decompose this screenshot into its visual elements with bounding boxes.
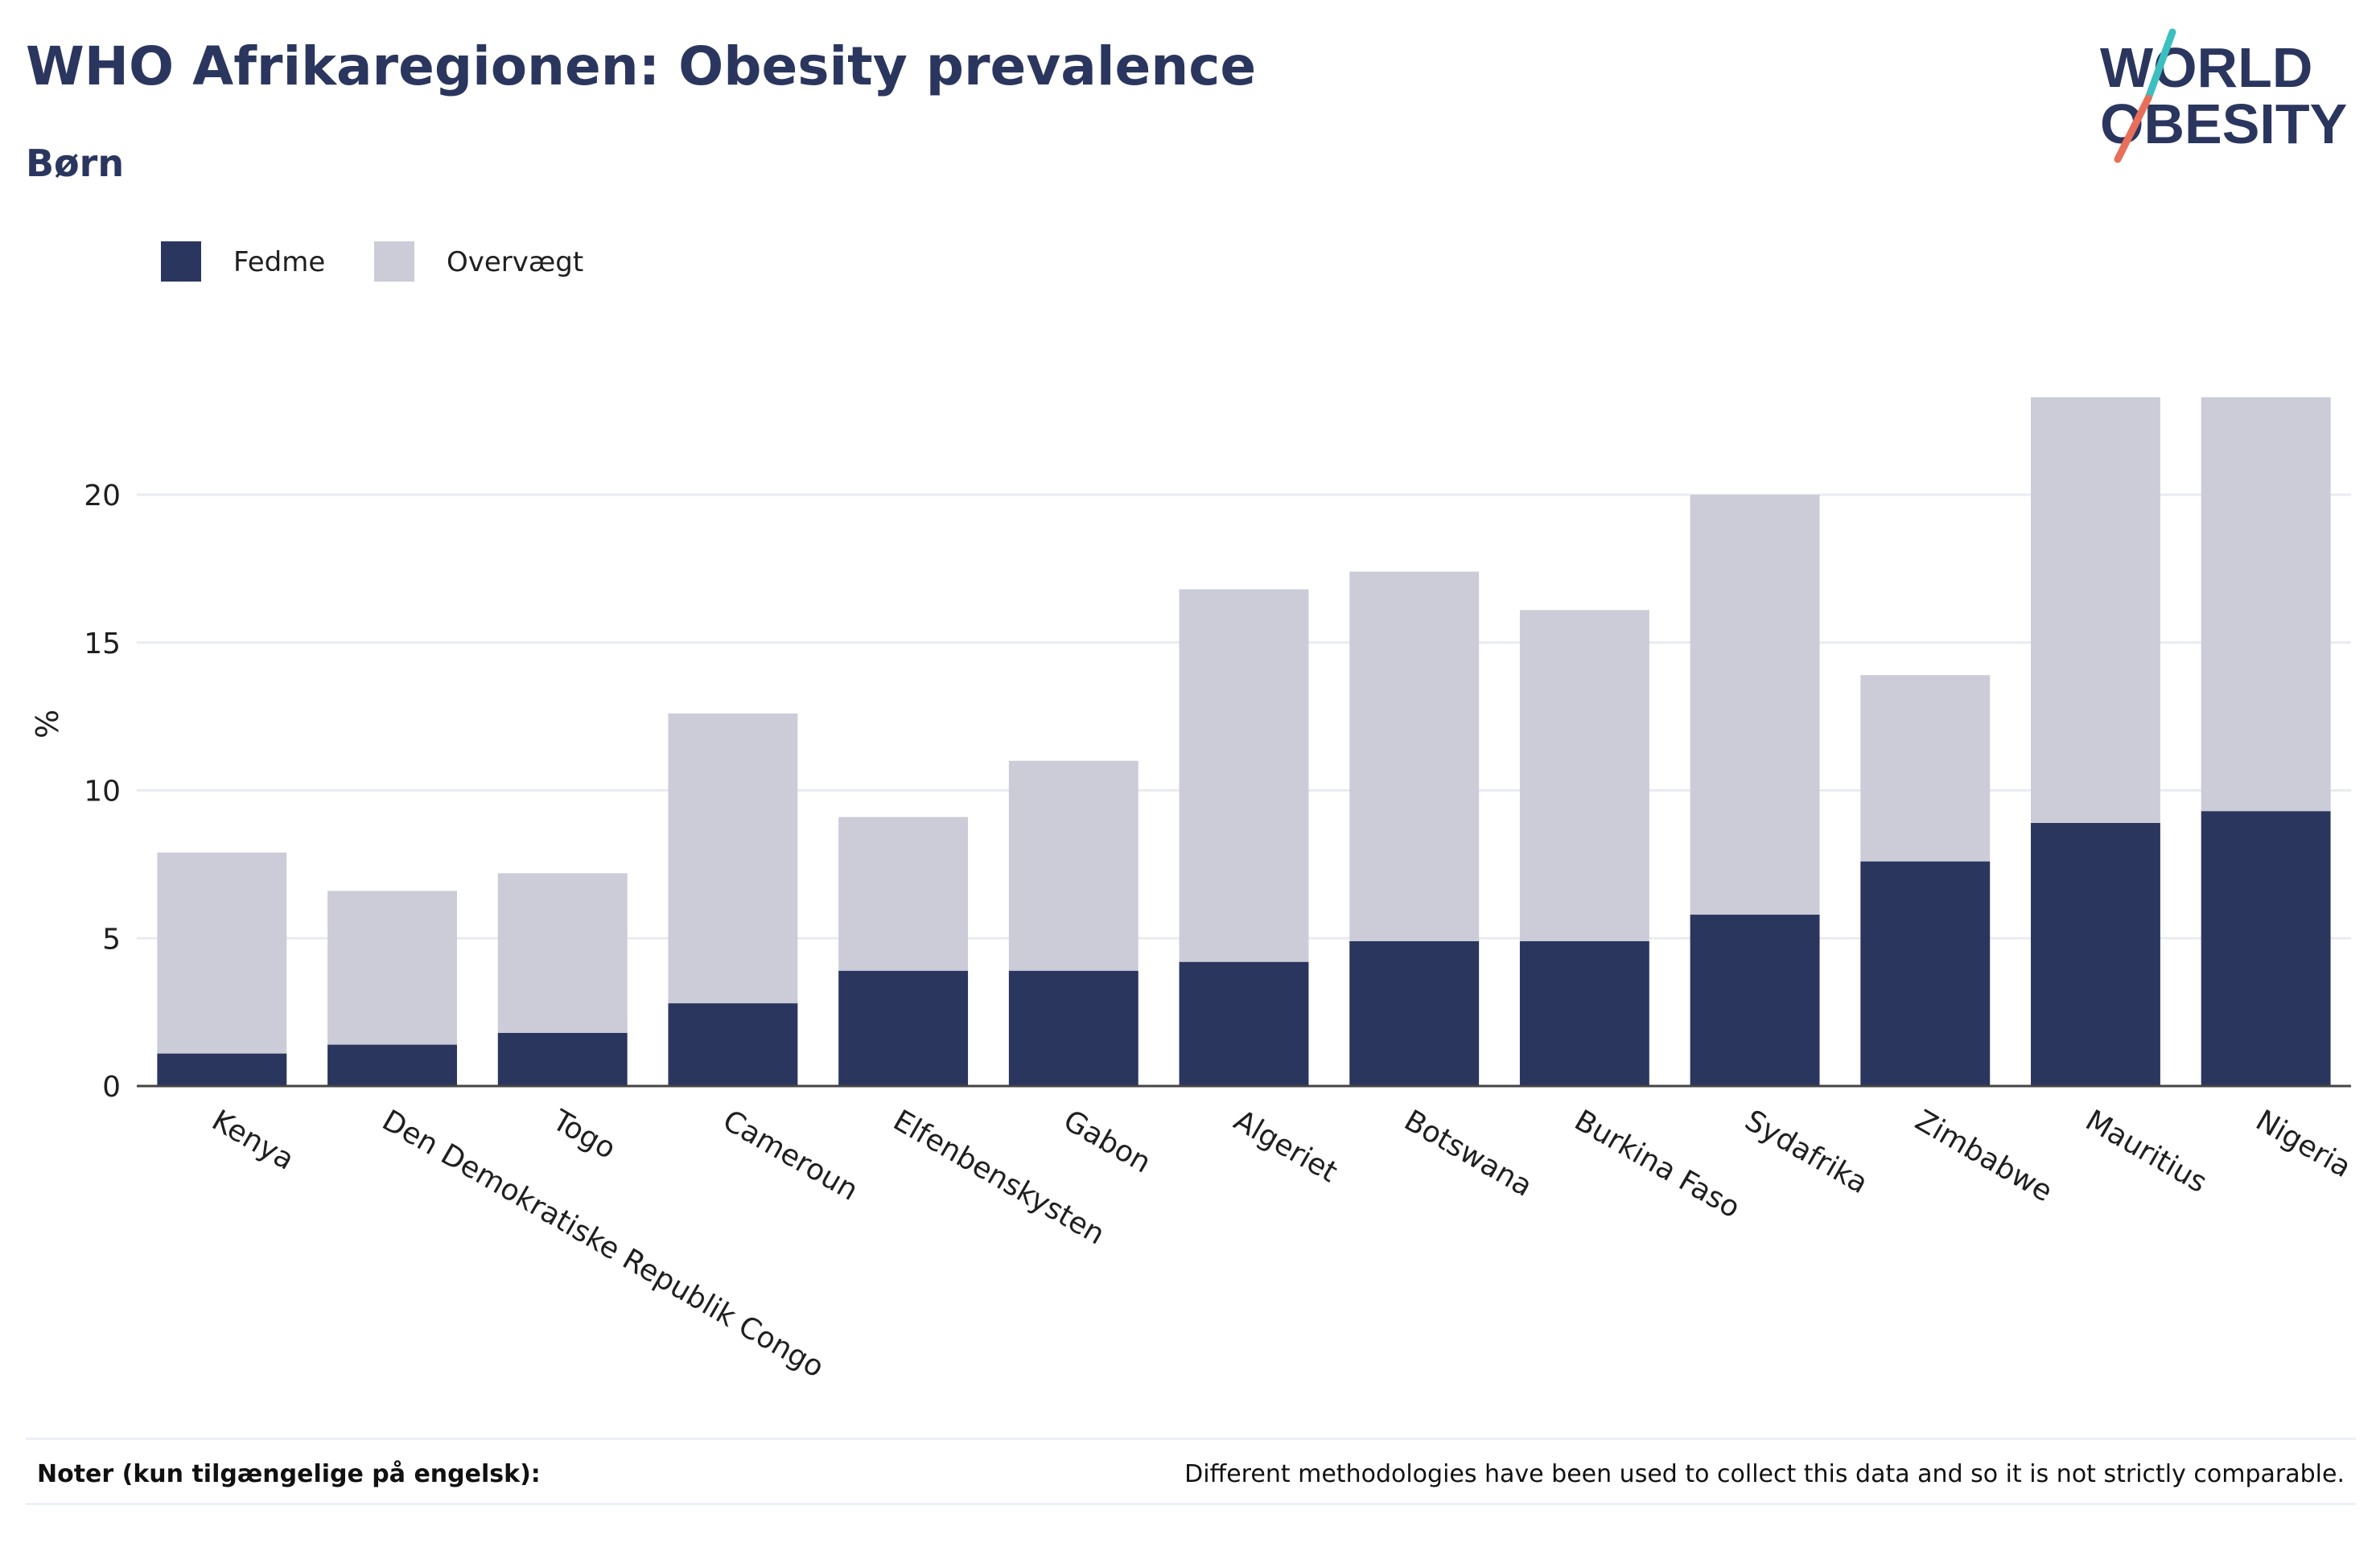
- bar-overvaegt[interactable]: [838, 817, 969, 971]
- bar-fedme[interactable]: [1690, 914, 1820, 1086]
- bar-fedme[interactable]: [327, 1044, 457, 1086]
- bar-overvaegt[interactable]: [668, 713, 798, 1004]
- bar-fedme[interactable]: [2031, 822, 2160, 1086]
- y-tick-label: 10: [84, 776, 121, 808]
- notes-divider-bottom: [26, 1503, 2356, 1505]
- bar-overvaegt[interactable]: [1860, 675, 1991, 862]
- y-axis-title: %: [30, 710, 65, 739]
- x-tick-label: Togo: [546, 1104, 621, 1166]
- y-tick-label: 20: [84, 479, 121, 512]
- legend-label-fedme: Fedme: [233, 246, 326, 278]
- bar-fedme[interactable]: [1349, 940, 1480, 1086]
- y-tick-label: 5: [102, 923, 121, 956]
- bar-fedme[interactable]: [1008, 970, 1139, 1086]
- y-tick-label: 0: [102, 1071, 121, 1104]
- notes-text: Different methodologies have been used t…: [1184, 1460, 2345, 1488]
- world-obesity-logo: WORLD OBESITY: [2100, 28, 2347, 163]
- bar-overvaegt[interactable]: [157, 852, 287, 1054]
- bar-overvaegt[interactable]: [1349, 571, 1480, 941]
- bar-fedme[interactable]: [497, 1032, 628, 1086]
- bar-fedme[interactable]: [1519, 940, 1649, 1086]
- x-tick-label: Mauritius: [2080, 1104, 2213, 1199]
- bar-overvaegt[interactable]: [1179, 589, 1309, 962]
- notes-divider-top: [26, 1438, 2356, 1440]
- bar-overvaegt[interactable]: [1690, 495, 1820, 915]
- x-tick-label: Nigeria: [2250, 1104, 2357, 1184]
- bar-fedme[interactable]: [1179, 961, 1309, 1086]
- x-tick-label: Kenya: [206, 1104, 299, 1177]
- x-tick-label: Sydafrika: [1740, 1104, 1874, 1200]
- legend-swatch-fedme: [161, 241, 201, 282]
- x-tick-label: Gabon: [1058, 1104, 1156, 1179]
- bar-fedme[interactable]: [838, 970, 969, 1086]
- bar-fedme[interactable]: [157, 1053, 287, 1086]
- legend-label-overvaegt: Overvægt: [447, 246, 584, 278]
- notes-label: Noter (kun tilgængelige på engelsk):: [37, 1460, 541, 1488]
- logo-slash-bottom: [2114, 94, 2152, 163]
- legend-swatch-overvaegt: [374, 241, 414, 282]
- bar-fedme[interactable]: [1860, 861, 1991, 1086]
- page-title: WHO Afrikaregionen: Obesity prevalence: [26, 35, 1257, 97]
- bar-fedme[interactable]: [668, 1003, 798, 1086]
- page-subtitle: Børn: [26, 142, 125, 185]
- x-tick-label: Burkina Faso: [1569, 1104, 1745, 1224]
- x-tick-label: Algeriet: [1229, 1104, 1343, 1189]
- bar-layer: [157, 397, 2331, 1086]
- logo-line1: WORLD: [2100, 36, 2312, 99]
- bar-overvaegt[interactable]: [327, 891, 457, 1045]
- bar-overvaegt[interactable]: [2201, 397, 2331, 812]
- bar-overvaegt[interactable]: [1519, 610, 1649, 941]
- logo-line2: OBESITY: [2100, 93, 2347, 155]
- x-tick-label: Zimbabwe: [1909, 1104, 2057, 1208]
- x-tick-label: Botswana: [1398, 1104, 1538, 1203]
- bar-overvaegt[interactable]: [2031, 397, 2160, 823]
- bar-overvaegt[interactable]: [1008, 760, 1139, 971]
- logo-slash-top: [2144, 28, 2176, 102]
- bar-overvaegt[interactable]: [497, 873, 628, 1033]
- x-tick-label: Cameroun: [717, 1104, 863, 1208]
- bar-fedme[interactable]: [2201, 811, 2331, 1086]
- y-tick-label: 15: [84, 627, 121, 660]
